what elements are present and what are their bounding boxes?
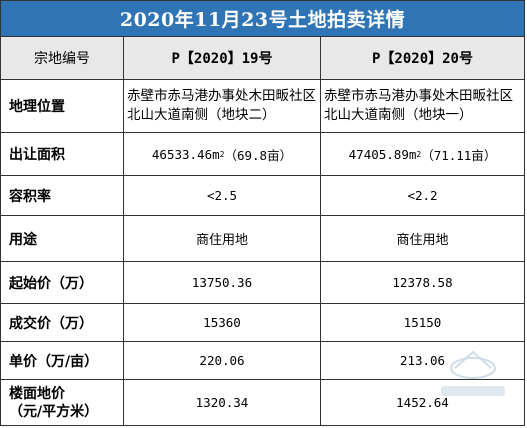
cell-value: 15150 <box>403 315 442 330</box>
header-parcel-20: P【2020】20号 <box>321 37 524 79</box>
area-value: 46533.46m <box>151 146 220 162</box>
cell-value: <2.5 <box>124 176 321 215</box>
table-title: 2020年11月23号土地拍卖详情 <box>1 1 524 37</box>
cell-value: 13750.36 <box>124 262 321 303</box>
table-row-deal-price: 成交价（万） 15360 15150 <box>1 304 524 342</box>
header-parcel-19: P【2020】19号 <box>124 37 321 79</box>
row-label: 地理位置 <box>1 80 124 132</box>
table-row-usage: 用途 商住用地 商住用地 <box>1 216 524 262</box>
row-label: 楼面地价 （元/平方米） <box>1 380 124 425</box>
row-label: 成交价（万） <box>1 304 124 341</box>
table-row-area: 出让面积 46533.46m 2 （69.8亩） 47405.89m 2 （71.11亩… <box>1 133 524 176</box>
cell-value: 15360 <box>124 304 321 341</box>
cell-value: 1452.64 <box>396 395 449 410</box>
row-label: 容积率 <box>1 176 124 215</box>
area-mu: （71.11亩） <box>421 147 497 163</box>
table-row-plot-ratio: 容积率 <2.5 <2.2 <box>1 176 524 216</box>
row-label: 用途 <box>1 216 124 261</box>
cell-value: 220.06 <box>124 342 321 379</box>
area-mu: （69.8亩） <box>224 147 293 163</box>
cell-value: 47405.89m 2 （71.11亩） <box>321 133 524 175</box>
table-header-row: 宗地编号 P【2020】19号 P【2020】20号 <box>1 37 524 80</box>
cell-value: 商住用地 <box>396 233 449 248</box>
table-row-unit-price: 单价（万/亩） 220.06 213.06 <box>1 342 524 380</box>
cell-value: 12378.58 <box>392 275 453 290</box>
header-label: 宗地编号 <box>1 37 124 79</box>
row-label-line2: （元/平方米） <box>9 403 99 420</box>
area-unit-exponent: 2 <box>416 149 422 159</box>
area-value: 47405.89m <box>348 146 417 162</box>
row-label-line1: 楼面地价 <box>9 385 65 402</box>
cell-value: 赤壁市赤马港办事处木田畈社区北山大道南侧（地块二） <box>124 80 321 132</box>
cell-value: 赤壁市赤马港办事处木田畈社区北山大道南侧（地块一） <box>324 88 513 123</box>
cell-value: 213.06 <box>399 353 446 368</box>
cell-value: 1320.34 <box>124 380 321 425</box>
table-row-starting-price: 起始价（万） 13750.36 12378.58 <box>1 262 524 304</box>
watermark-logo-icon <box>441 350 505 396</box>
table-row-floor-price: 楼面地价 （元/平方米） 1320.34 1452.64 <box>1 380 524 425</box>
cell-value: 商住用地 <box>124 216 321 261</box>
area-unit-exponent: 2 <box>219 149 225 159</box>
cell-value: <2.2 <box>407 188 438 203</box>
row-label: 单价（万/亩） <box>1 342 124 379</box>
row-label: 出让面积 <box>1 133 124 175</box>
table-row-location: 地理位置 赤壁市赤马港办事处木田畈社区北山大道南侧（地块二） 赤壁市赤马港办事处… <box>1 80 524 133</box>
row-label: 起始价（万） <box>1 262 124 303</box>
cell-value: 46533.46m 2 （69.8亩） <box>124 133 321 175</box>
